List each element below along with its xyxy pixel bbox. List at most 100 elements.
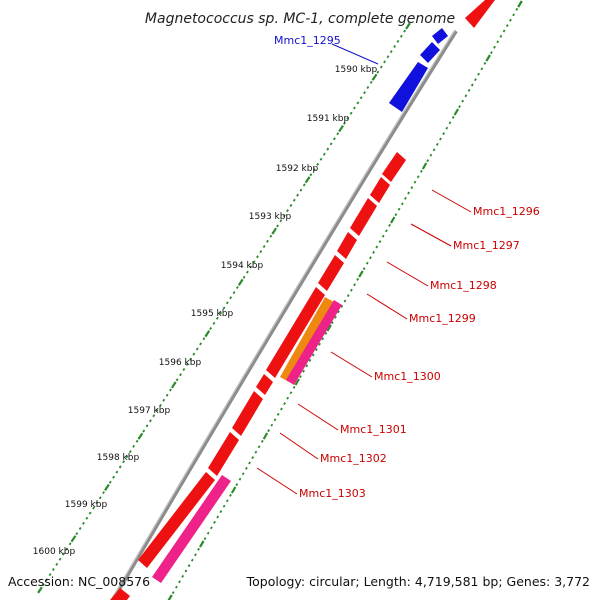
- gene-label[interactable]: Mmc1_1298: [430, 279, 497, 292]
- gene-feature[interactable]: [266, 287, 325, 378]
- minor-tick: [257, 445, 261, 449]
- minor-tick: [215, 316, 219, 320]
- gene-feature[interactable]: [286, 300, 342, 385]
- minor-tick: [197, 547, 200, 551]
- minor-tick: [225, 301, 229, 305]
- minor-tick: [381, 234, 385, 238]
- minor-tick: [286, 396, 290, 400]
- minor-tick: [185, 362, 189, 366]
- minor-tick: [242, 275, 246, 279]
- minor-tick: [369, 256, 372, 260]
- minor-tick: [309, 173, 313, 177]
- major-tick: [517, 0, 523, 8]
- gene-feature[interactable]: [465, 0, 495, 28]
- minor-tick: [470, 83, 474, 87]
- gene-feature[interactable]: [152, 475, 231, 583]
- minor-tick: [404, 196, 407, 200]
- minor-tick: [493, 45, 496, 49]
- minor-tick: [312, 168, 316, 172]
- major-tick: [271, 227, 278, 235]
- gene-feature[interactable]: [232, 391, 263, 436]
- gene-label[interactable]: Mmc1_1297: [453, 239, 520, 252]
- gene-feature-orange[interactable]: [280, 297, 334, 382]
- minor-tick: [302, 369, 305, 373]
- minor-tick: [296, 193, 300, 197]
- major-tick: [167, 594, 173, 600]
- major-tick: [37, 586, 43, 594]
- minor-tick: [189, 357, 192, 361]
- gene-feature[interactable]: [420, 42, 440, 63]
- minor-tick: [181, 574, 185, 578]
- gene-label[interactable]: Mmc1_1300: [374, 370, 441, 383]
- minor-tick: [102, 491, 105, 495]
- minor-tick: [68, 542, 72, 546]
- gene-label[interactable]: Mmc1_1299: [409, 312, 476, 325]
- minor-tick: [340, 304, 344, 308]
- gene-feature[interactable]: [350, 198, 377, 236]
- major-tick: [204, 330, 211, 338]
- minor-tick: [48, 573, 52, 577]
- minor-tick: [254, 450, 258, 454]
- minor-tick: [394, 213, 398, 217]
- minor-tick: [256, 255, 259, 259]
- kbp-label: 1594 kbp: [221, 261, 264, 271]
- gene-feature[interactable]: [256, 374, 273, 395]
- minor-tick: [229, 296, 233, 300]
- minor-tick: [499, 34, 503, 38]
- minor-tick: [222, 504, 226, 508]
- genome-backbone-highlight: [112, 29, 456, 598]
- minor-tick: [65, 547, 69, 551]
- major-tick: [371, 73, 378, 81]
- genome-backbone: [112, 29, 458, 600]
- minor-tick: [336, 132, 340, 136]
- minor-tick: [75, 532, 79, 536]
- minor-tick: [251, 456, 255, 460]
- minor-tick: [429, 153, 433, 157]
- gene-feature[interactable]: [370, 177, 390, 203]
- minor-tick: [505, 24, 509, 28]
- minor-tick: [280, 407, 283, 411]
- minor-tick: [225, 499, 229, 503]
- minor-tick: [276, 412, 280, 416]
- gene-label[interactable]: Mmc1_1301: [340, 423, 407, 436]
- minor-tick: [259, 250, 263, 254]
- minor-tick: [165, 393, 169, 397]
- minor-tick: [289, 203, 293, 207]
- leader-line: [331, 43, 379, 65]
- minor-tick: [461, 99, 465, 103]
- gene-label[interactable]: Mmc1_1302: [320, 452, 387, 465]
- gene-label[interactable]: Mmc1_1295: [274, 34, 341, 47]
- minor-tick: [202, 337, 206, 341]
- major-tick: [304, 176, 311, 184]
- kbp-label: 1596 kbp: [159, 358, 202, 368]
- gene-feature[interactable]: [318, 255, 344, 291]
- gene-label[interactable]: Mmc1_1296: [473, 205, 540, 218]
- minor-tick: [346, 116, 350, 120]
- gene-label-group: Mmc1_1295 Mmc1_1296 Mmc1_1297 Mmc1_1298 …: [274, 34, 540, 500]
- gene-feature[interactable]: [389, 62, 428, 112]
- minor-tick: [467, 88, 471, 92]
- kbp-label: 1597 kbp: [128, 406, 171, 416]
- minor-tick: [420, 169, 423, 173]
- minor-tick: [267, 429, 270, 433]
- minor-tick: [266, 239, 269, 243]
- minor-tick: [179, 373, 182, 377]
- gene-feature[interactable]: [382, 152, 406, 182]
- gene-feature[interactable]: [110, 588, 130, 600]
- major-tick: [453, 108, 460, 116]
- minor-tick: [222, 306, 226, 310]
- minor-tick: [432, 148, 436, 152]
- gene-feature[interactable]: [432, 28, 448, 44]
- minor-tick: [363, 91, 366, 95]
- minor-tick: [299, 188, 303, 192]
- major-tick: [199, 540, 205, 548]
- gene-feature[interactable]: [138, 472, 215, 568]
- minor-tick: [78, 527, 82, 530]
- gene-feature[interactable]: [337, 232, 357, 259]
- minor-tick: [396, 39, 400, 43]
- minor-tick: [403, 29, 407, 33]
- minor-tick: [330, 321, 334, 325]
- gene-label[interactable]: Mmc1_1303: [299, 487, 366, 500]
- gene-feature[interactable]: [208, 432, 239, 476]
- minor-tick: [135, 439, 139, 443]
